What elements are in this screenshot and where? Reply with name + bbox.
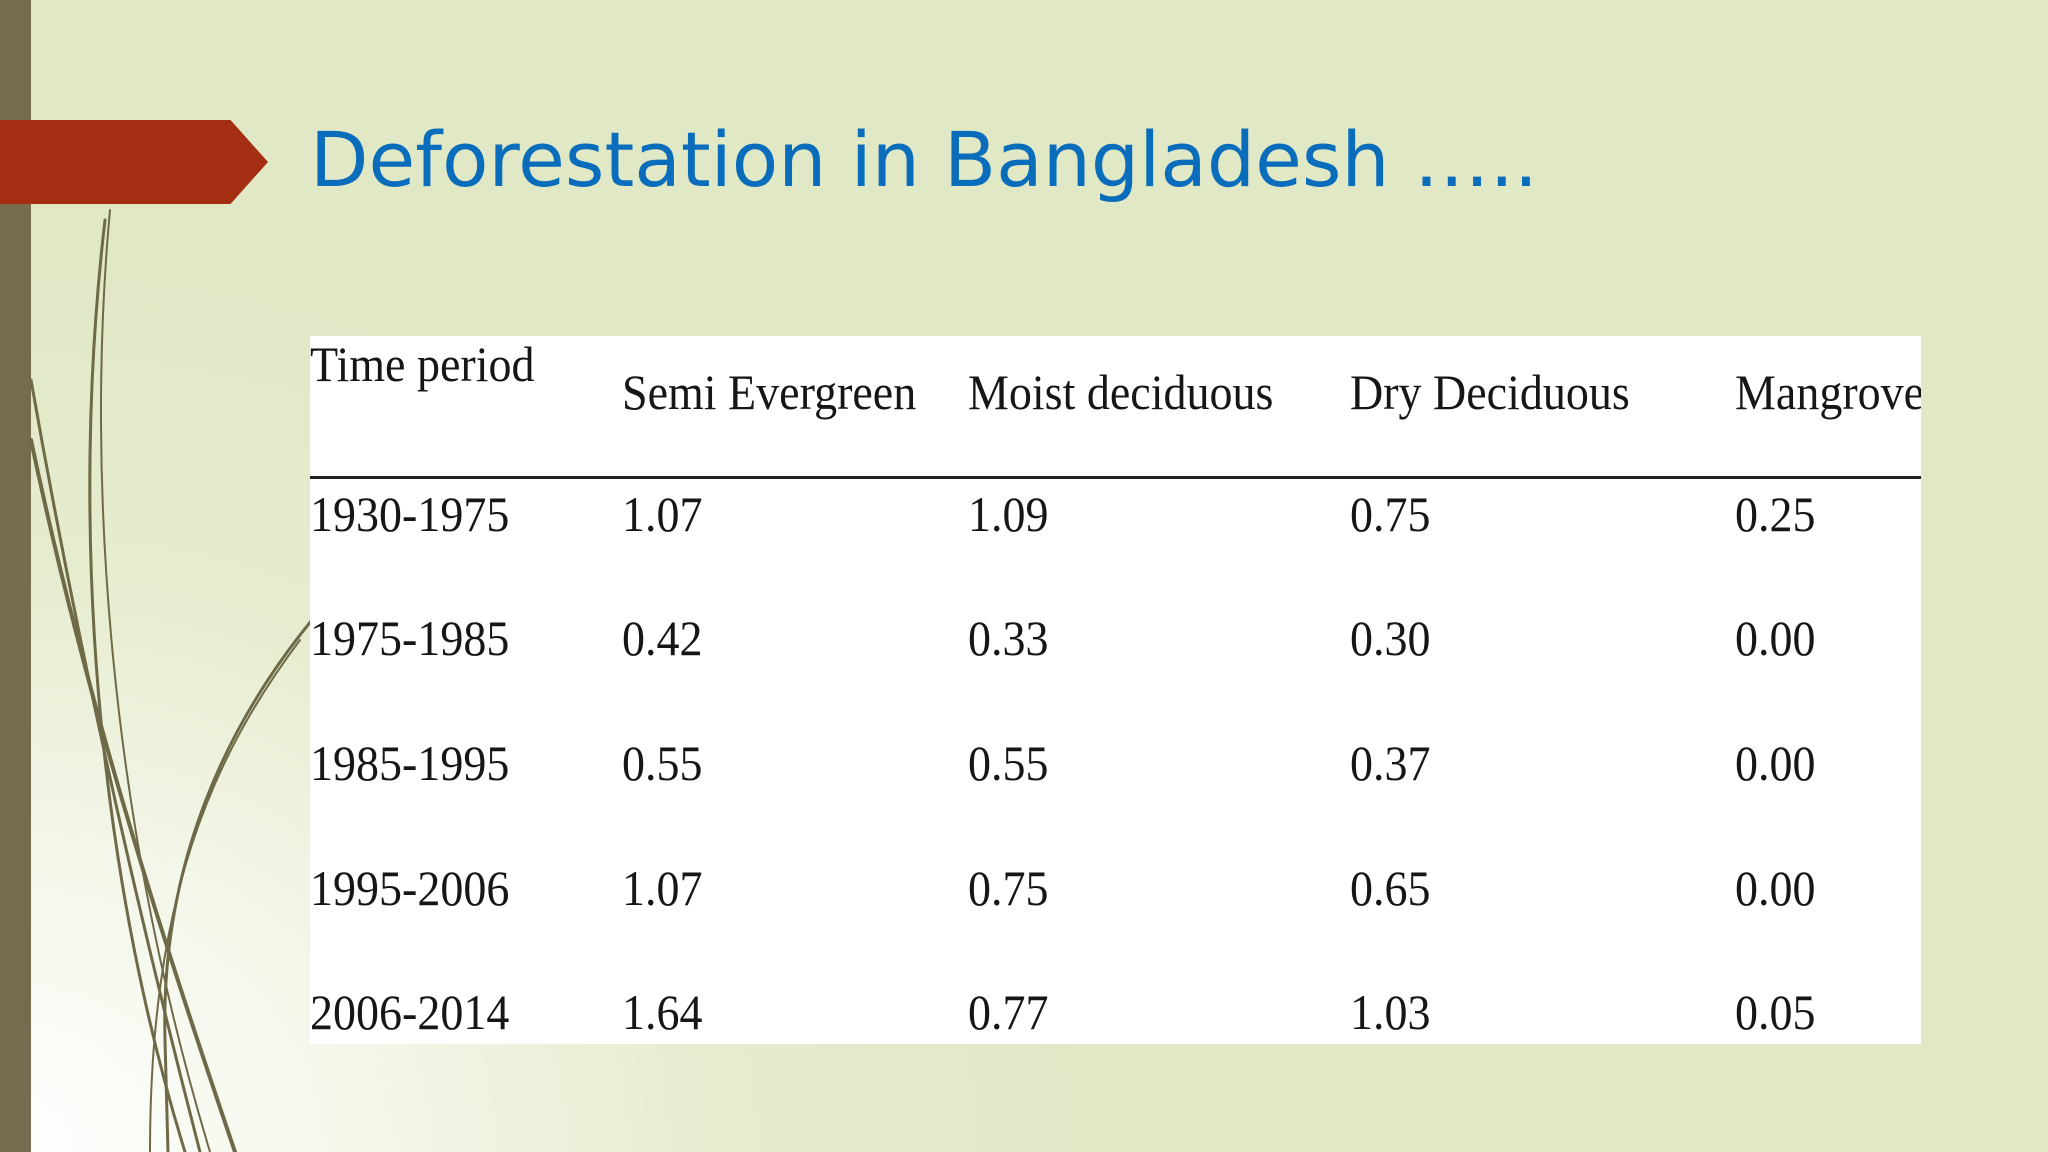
mangrove-cell: 0.00: [1735, 610, 1816, 666]
time-period-cell: 1975-1985: [310, 610, 510, 666]
deforestation-table: Time period Semi Evergreen Moist deciduo…: [310, 336, 1921, 1044]
dry-deciduous-cell: 0.65: [1350, 860, 1431, 916]
decorative-curves: [29, 209, 314, 1152]
dry-deciduous-cell: 1.03: [1350, 984, 1431, 1040]
header-mangrove: Mangrove: [1735, 364, 1921, 420]
semi-evergreen-cell: 0.55: [622, 735, 703, 791]
header-moist-deciduous: Moist deciduous: [968, 364, 1274, 420]
dry-deciduous-cell: 0.75: [1350, 486, 1431, 542]
semi-evergreen-cell: 0.42: [622, 610, 703, 666]
header-semi-evergreen: Semi Evergreen: [622, 364, 917, 420]
moist-deciduous-cell: 0.75: [968, 860, 1049, 916]
time-period-cell: 1995-2006: [310, 860, 510, 916]
mangrove-cell: 0.25: [1735, 486, 1816, 542]
moist-deciduous-cell: 1.09: [968, 486, 1049, 542]
semi-evergreen-cell: 1.07: [622, 486, 703, 542]
time-period-cell: 2006-2014: [310, 984, 510, 1040]
mangrove-cell: 0.00: [1735, 735, 1816, 791]
header-rule: [310, 476, 1921, 479]
slide-title: Deforestation in Bangladesh …..: [310, 115, 1539, 204]
semi-evergreen-cell: 1.07: [622, 860, 703, 916]
mangrove-cell: 0.00: [1735, 860, 1816, 916]
header-time-period: Time period: [310, 336, 535, 392]
moist-deciduous-cell: 0.33: [968, 610, 1049, 666]
semi-evergreen-cell: 1.64: [622, 984, 703, 1040]
title-arrow-marker: [0, 120, 268, 204]
mangrove-cell: 0.05: [1735, 984, 1816, 1040]
time-period-cell: 1930-1975: [310, 486, 510, 542]
moist-deciduous-cell: 0.77: [968, 984, 1049, 1040]
moist-deciduous-cell: 0.55: [968, 735, 1049, 791]
time-period-cell: 1985-1995: [310, 735, 510, 791]
header-dry-deciduous: Dry Deciduous: [1350, 364, 1630, 420]
dry-deciduous-cell: 0.37: [1350, 735, 1431, 791]
dry-deciduous-cell: 0.30: [1350, 610, 1431, 666]
